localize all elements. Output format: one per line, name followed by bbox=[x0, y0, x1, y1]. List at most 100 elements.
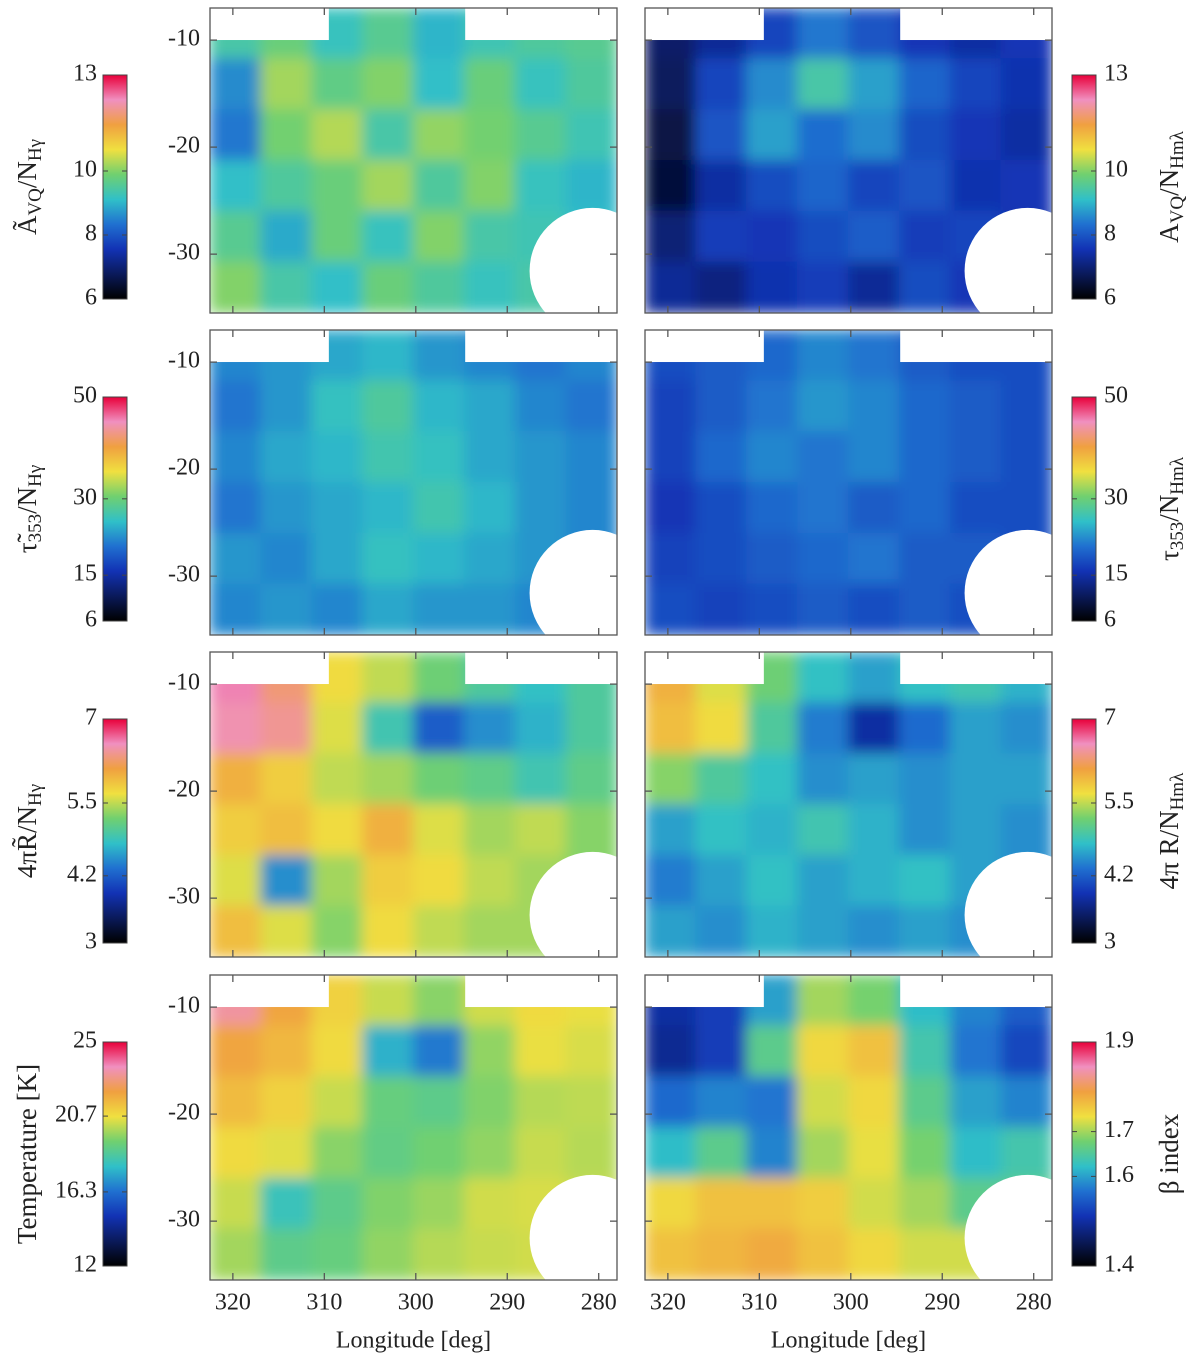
mask bbox=[900, 330, 1052, 363]
colorbar-tick-label: 16.3 bbox=[55, 1177, 97, 1203]
heat-cell bbox=[210, 1025, 262, 1078]
heat-cell bbox=[311, 1177, 364, 1230]
heat-cell bbox=[746, 1228, 799, 1280]
colorbar-tick-label: 6 bbox=[85, 285, 97, 311]
heat-cell bbox=[797, 532, 849, 585]
colorbar-label: AVQ/NHmλ bbox=[1154, 130, 1188, 242]
heat-cell bbox=[463, 210, 516, 263]
heat-cell bbox=[260, 1127, 313, 1179]
heat-cell bbox=[362, 1025, 414, 1078]
heat-cell bbox=[746, 532, 799, 585]
mask bbox=[964, 207, 1052, 313]
heat-cell bbox=[463, 532, 516, 585]
heat-cell bbox=[1000, 431, 1052, 483]
heat-cell bbox=[362, 702, 414, 755]
heat-cell bbox=[210, 583, 262, 635]
heat-cell bbox=[898, 380, 951, 433]
panel-frame bbox=[209, 651, 618, 958]
heat-cell bbox=[797, 482, 849, 534]
heat-cell bbox=[898, 854, 951, 907]
mask bbox=[210, 8, 329, 41]
heat-cell bbox=[645, 58, 697, 111]
heat-cell bbox=[695, 804, 748, 856]
y-tick-label: -10 bbox=[168, 993, 200, 1019]
heat-cell bbox=[797, 431, 849, 483]
heat-cell bbox=[210, 854, 262, 907]
heat-cell bbox=[413, 58, 465, 111]
mask bbox=[465, 330, 617, 363]
heat-cell bbox=[848, 1076, 900, 1128]
label-part: Hmλ bbox=[1167, 772, 1188, 811]
label-part: Hmλ bbox=[1167, 130, 1188, 169]
panel bbox=[645, 330, 1052, 635]
heat-cell bbox=[695, 854, 748, 907]
heat-cell bbox=[463, 854, 516, 907]
heat-cell bbox=[746, 753, 799, 805]
colorbar-tick-label: 1.9 bbox=[1104, 1028, 1134, 1054]
heat-cell bbox=[1000, 753, 1052, 805]
heat-cell bbox=[362, 160, 414, 212]
heat-cell bbox=[413, 532, 465, 585]
colorbar-tick-label: 25 bbox=[73, 1028, 97, 1054]
heat-cell bbox=[413, 652, 465, 704]
label-part: Temperature [K] bbox=[12, 1064, 42, 1244]
heat-cell bbox=[797, 702, 849, 755]
colorbar-tick-label: 7 bbox=[85, 705, 97, 731]
heat-cell bbox=[898, 1177, 951, 1230]
colorbar-tick-label: 50 bbox=[1104, 383, 1128, 409]
heat-cell bbox=[311, 109, 364, 161]
heat-cell bbox=[746, 1177, 799, 1230]
heat-cell bbox=[695, 431, 748, 483]
heat-cell bbox=[797, 854, 849, 907]
heat-cell bbox=[645, 1076, 697, 1128]
heat-cell bbox=[210, 1228, 262, 1280]
panel bbox=[645, 8, 1052, 313]
heat-cell bbox=[514, 1076, 567, 1128]
colorbar-tick-label: 6 bbox=[1104, 607, 1116, 633]
heat-cell bbox=[848, 532, 900, 585]
heat-cell bbox=[898, 210, 951, 263]
heat-cell bbox=[695, 905, 748, 957]
colorbar-tick-label: 6 bbox=[1104, 285, 1116, 311]
colorbar bbox=[102, 1041, 128, 1267]
colorbar-label: ÃVQ/NHγ bbox=[12, 139, 46, 235]
heat-cell bbox=[260, 261, 313, 313]
heat-cell bbox=[463, 1228, 516, 1280]
heat-cell bbox=[413, 804, 465, 856]
colorbar-label: τ353/NHmλ bbox=[1154, 456, 1188, 561]
y-tick-label: -20 bbox=[168, 133, 200, 159]
heat-cell bbox=[463, 380, 516, 433]
y-tick-label: -20 bbox=[168, 455, 200, 481]
heat-cell bbox=[949, 482, 1002, 534]
heat-cell bbox=[362, 482, 414, 534]
heat-cell bbox=[362, 210, 414, 263]
heat-cell bbox=[797, 1228, 849, 1280]
heat-cell bbox=[260, 58, 313, 111]
heat-cell bbox=[311, 482, 364, 534]
heat-cell bbox=[848, 854, 900, 907]
heat-cell bbox=[260, 753, 313, 805]
heat-cell bbox=[898, 1228, 951, 1280]
label-part: A bbox=[1154, 223, 1184, 243]
mask bbox=[210, 975, 329, 1008]
heat-cell bbox=[1000, 160, 1052, 212]
heat-cell bbox=[645, 532, 697, 585]
heat-cell bbox=[311, 261, 364, 313]
heat-cell bbox=[260, 160, 313, 212]
heat-cell bbox=[463, 702, 516, 755]
label-part: Hγ bbox=[25, 465, 46, 487]
heat-cell bbox=[463, 58, 516, 111]
heat-cell bbox=[797, 58, 849, 111]
heat-cell bbox=[848, 58, 900, 111]
heat-cell bbox=[565, 1127, 617, 1179]
heat-cell bbox=[413, 753, 465, 805]
heat-cell bbox=[413, 482, 465, 534]
heat-cell bbox=[848, 261, 900, 313]
heat-cell bbox=[848, 652, 900, 704]
heat-cell bbox=[848, 1228, 900, 1280]
heat-cell bbox=[898, 702, 951, 755]
heat-cell bbox=[898, 1025, 951, 1078]
mask bbox=[645, 330, 764, 363]
heat-cell bbox=[362, 532, 414, 585]
